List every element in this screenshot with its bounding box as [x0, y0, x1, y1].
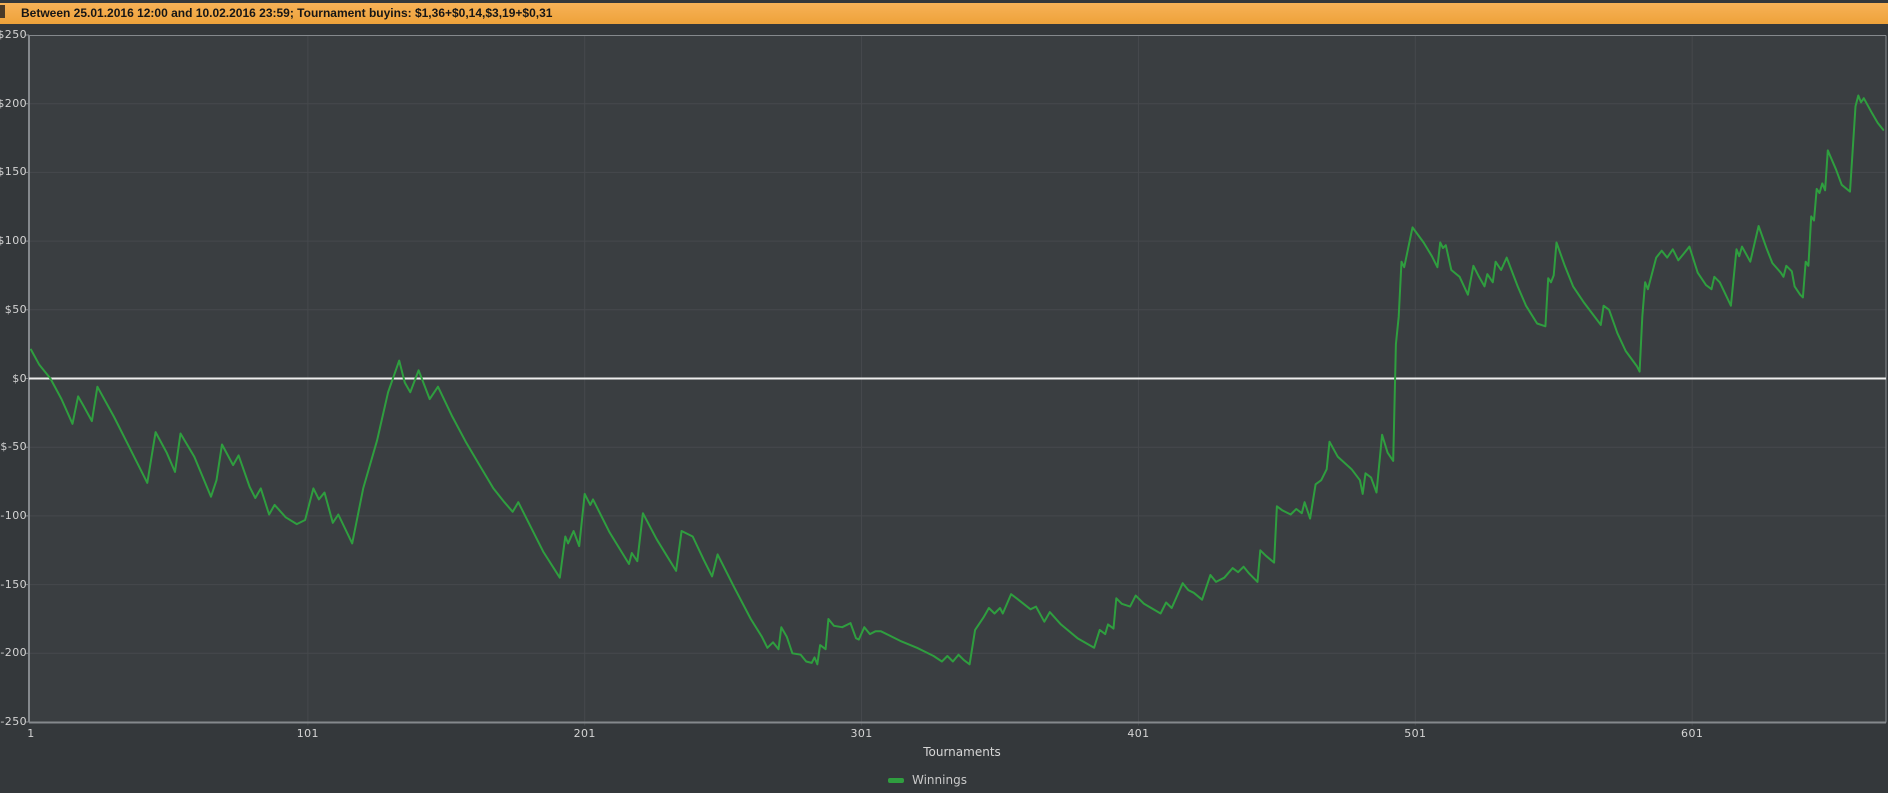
y-axis-label: $-100	[0, 508, 27, 522]
x-axis-label: 1	[27, 727, 35, 740]
y-axis-label: $-50	[0, 440, 27, 454]
filter-summary-banner: Between 25.01.2016 12:00 and 10.02.2016 …	[0, 3, 1888, 24]
x-axis-label: 401	[1127, 727, 1150, 740]
y-axis-label: $-150	[0, 577, 27, 591]
y-axis-label: $0	[12, 371, 27, 385]
y-axis-label: $-250	[0, 715, 27, 728]
x-axis-label: 601	[1681, 727, 1704, 740]
legend-label-winnings: Winnings	[912, 773, 967, 787]
y-axis-label: $200	[0, 96, 27, 110]
x-axis-label: 201	[573, 727, 596, 740]
x-axis-label: 101	[296, 727, 319, 740]
y-axis-label: $-200	[0, 646, 27, 660]
y-axis-label: $50	[4, 302, 27, 316]
y-axis-label: $100	[0, 234, 27, 248]
y-axis-label: $150	[0, 165, 27, 179]
y-axis-label: $250	[0, 28, 27, 41]
banner-clipped-icon	[0, 5, 5, 18]
winnings-series-swatch-icon	[888, 778, 904, 783]
x-axis-title: Tournaments	[923, 745, 1001, 759]
x-axis-label: 501	[1404, 727, 1427, 740]
x-axis-label: 301	[850, 727, 873, 740]
